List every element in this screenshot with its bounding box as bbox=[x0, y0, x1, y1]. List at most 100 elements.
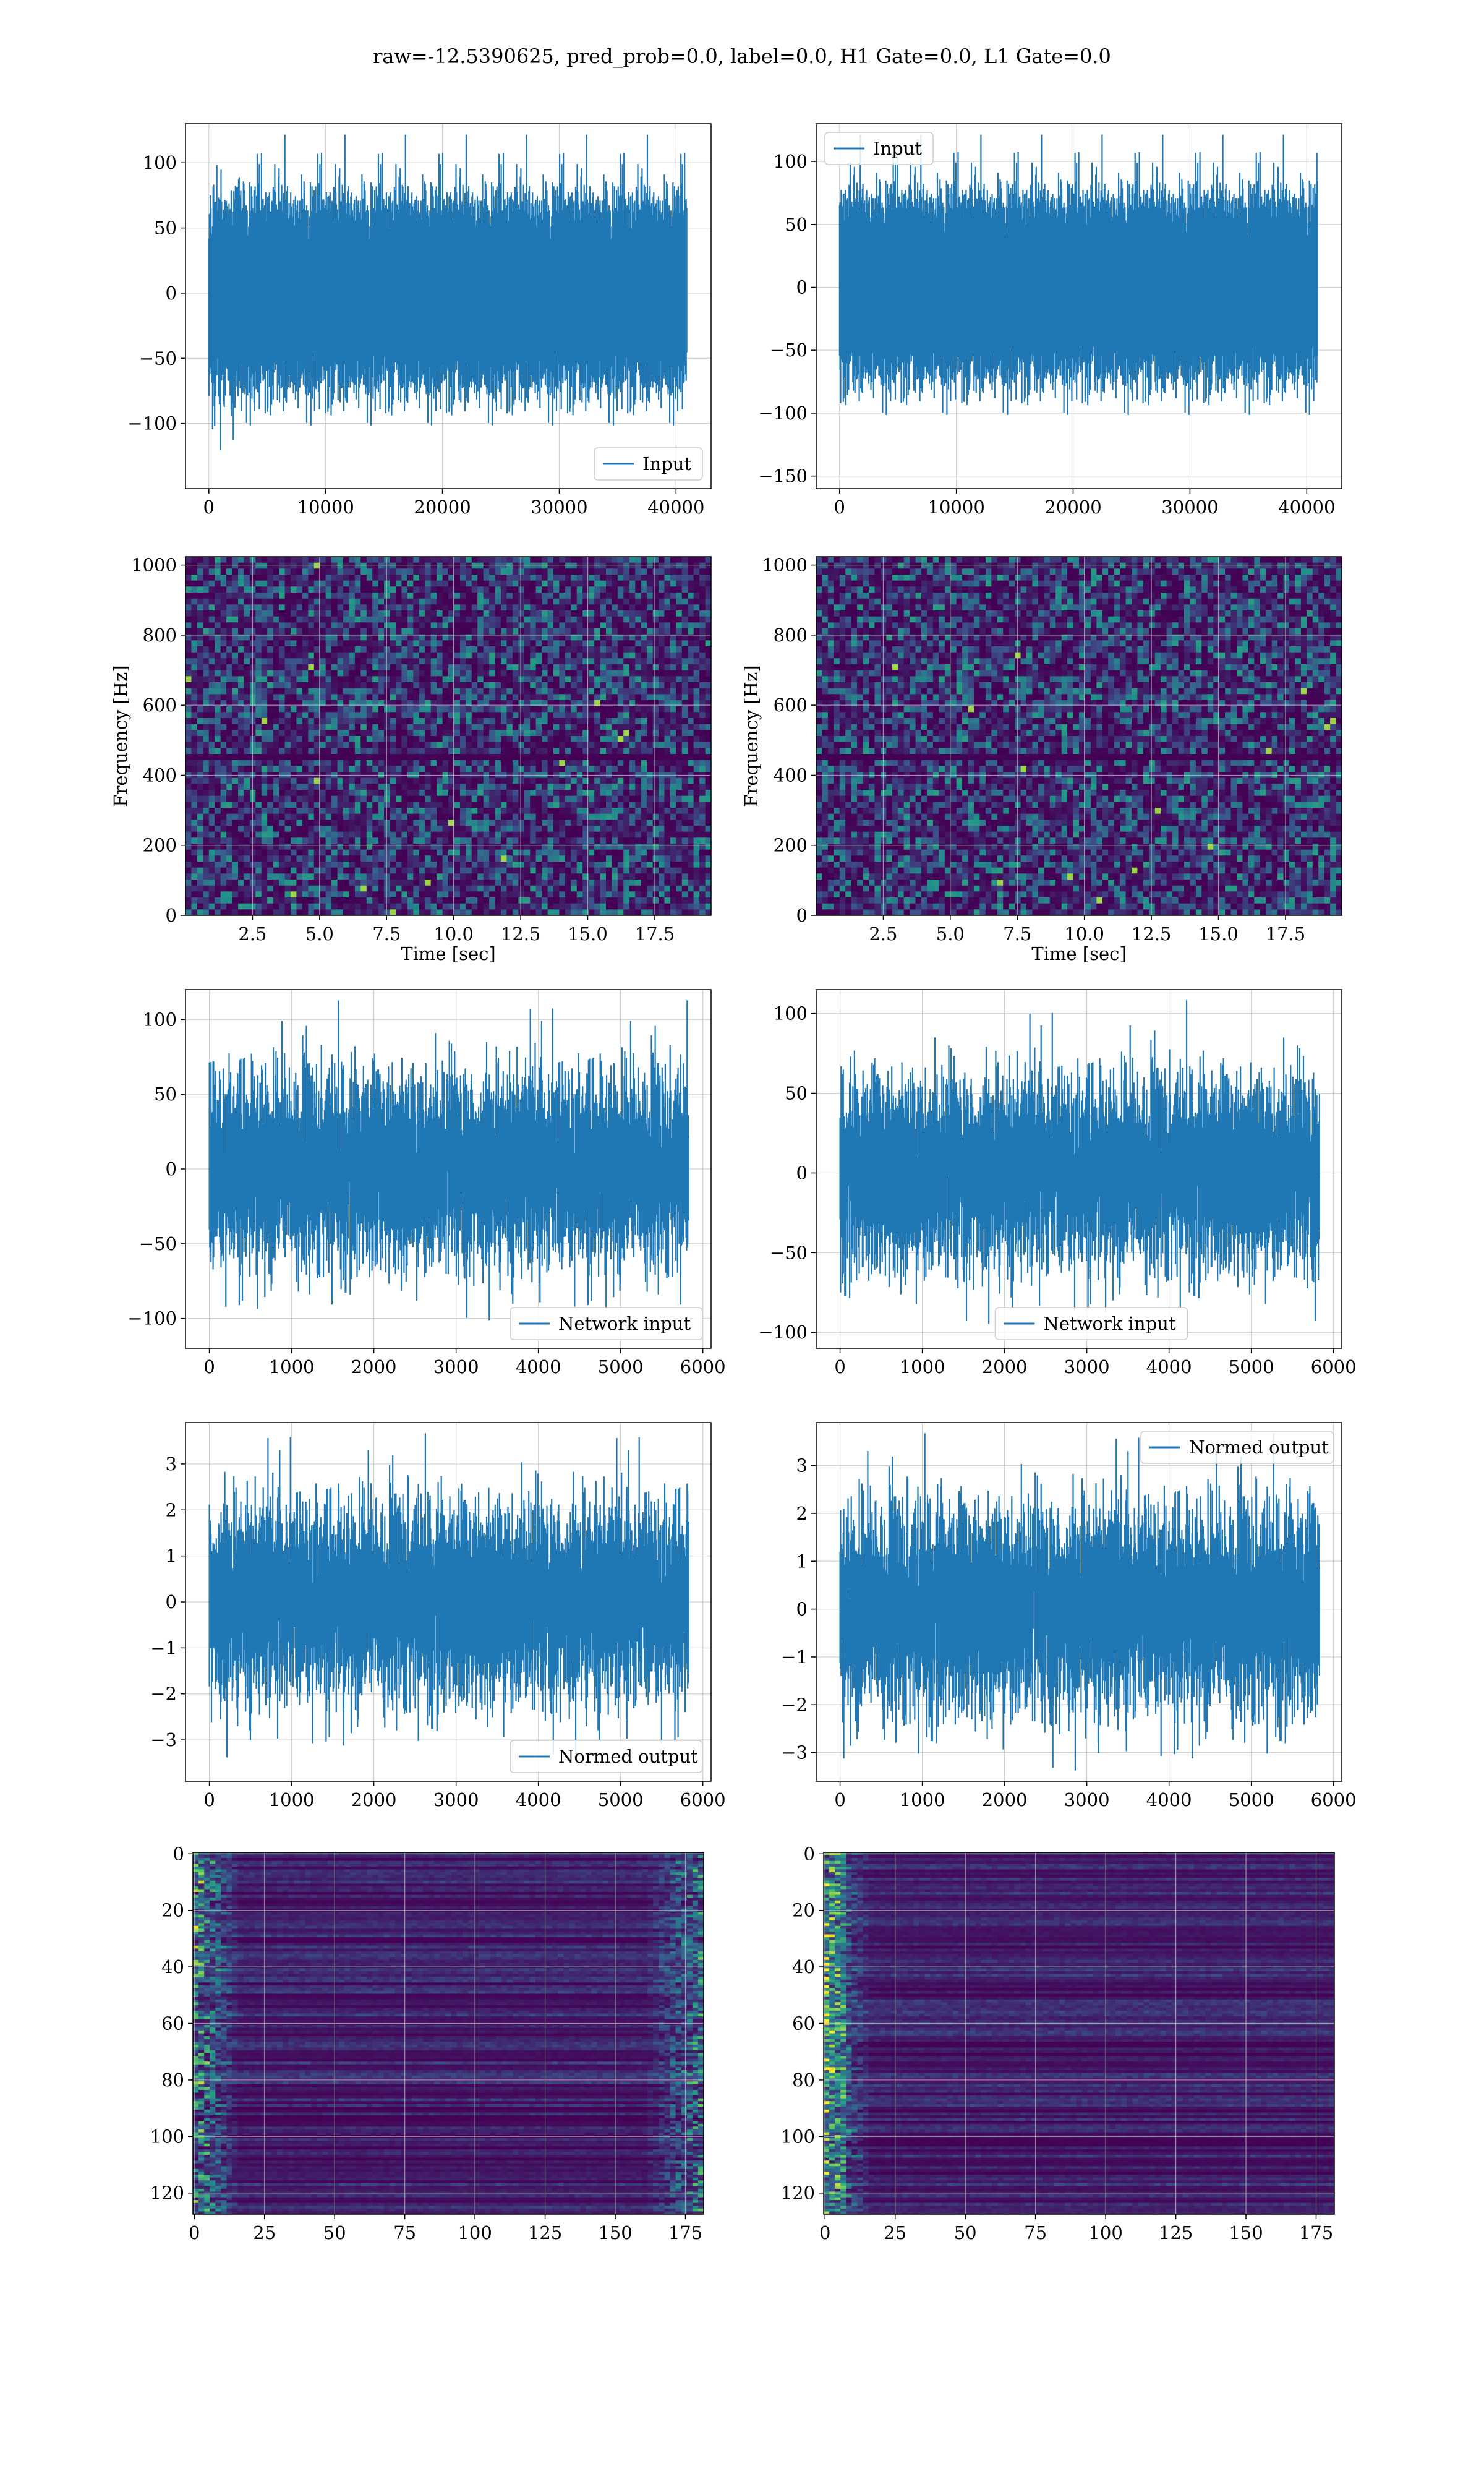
spec-l1-ytick-label-1: 200 bbox=[774, 835, 808, 856]
norm-h1-legend: Normed output bbox=[510, 1740, 703, 1773]
input-l1-ytick-label-0: −150 bbox=[758, 466, 808, 487]
spec-h1-xtick-label-1: 5.0 bbox=[305, 923, 334, 944]
spec-l1-xtick-label-2: 7.5 bbox=[1003, 923, 1031, 944]
spec-h1-ytick-label-1: 200 bbox=[143, 835, 177, 856]
input-h1-frame bbox=[185, 123, 712, 489]
feat-l1-xtick-label-2: 50 bbox=[954, 2222, 977, 2243]
spec-h1-xtick-label-6: 17.5 bbox=[635, 923, 675, 944]
spec-h1-ytick-label-0: 0 bbox=[166, 905, 177, 926]
norm-h1-ytick-label-6: 3 bbox=[166, 1453, 177, 1475]
spec-l1-image bbox=[816, 557, 1342, 915]
spec-h1-xtick-label-4: 12.5 bbox=[501, 923, 541, 944]
feat-l1-ytick-label-6: 120 bbox=[781, 2183, 815, 2204]
norm-h1-ytick-label-3: 0 bbox=[166, 1591, 177, 1612]
spec-l1-ylabel: Frequency [Hz] bbox=[741, 665, 762, 807]
feat-h1-xtick-label-0: 0 bbox=[189, 2222, 200, 2243]
spec-h1-xlabel: Time [sec] bbox=[401, 943, 495, 964]
feat-h1-xtick-label-1: 25 bbox=[253, 2222, 276, 2243]
input-h1-ytick-label-4: 100 bbox=[143, 152, 177, 173]
net-l1-xtick-label-4: 4000 bbox=[1146, 1356, 1192, 1377]
net-l1-xtick-label-3: 3000 bbox=[1064, 1356, 1110, 1377]
feat-l1-ytick-label-3: 60 bbox=[792, 2013, 815, 2034]
net-l1-legend: Network input bbox=[994, 1307, 1188, 1340]
input-l1-xtick-label-4: 40000 bbox=[1278, 497, 1335, 518]
input-l1-ytick-label-2: −50 bbox=[770, 340, 808, 361]
norm-h1-xtick-label-4: 4000 bbox=[516, 1789, 561, 1810]
net-h1-ytick-label-0: −100 bbox=[127, 1308, 177, 1329]
spec-h1-ylabel: Frequency [Hz] bbox=[110, 665, 131, 807]
input-l1-ytick-label-4: 50 bbox=[785, 214, 808, 235]
input-h1-xtick-label-3: 30000 bbox=[531, 497, 587, 518]
feat-l1-ytick-label-2: 40 bbox=[792, 1956, 815, 1977]
net-l1-ytick-label-4: 100 bbox=[774, 1003, 808, 1024]
norm-l1-ytick-label-2: −1 bbox=[781, 1646, 808, 1667]
net-l1-xtick-label-1: 1000 bbox=[900, 1356, 945, 1377]
net-l1-ytick-label-2: 0 bbox=[796, 1162, 808, 1183]
net-l1-frame bbox=[816, 989, 1342, 1349]
net-l1-legend-box bbox=[994, 1307, 1188, 1340]
feat-h1-xtick-label-2: 50 bbox=[323, 2222, 346, 2243]
chart-norm-l1: 0 1000 2000 3000 4000 5000 6000 −3 −2 −1 0 1 2 3 Norme… bbox=[781, 1422, 1357, 1810]
net-h1-legend: Network input bbox=[510, 1307, 703, 1340]
norm-l1-xtick-label-6: 6000 bbox=[1311, 1789, 1357, 1810]
input-h1-ytick-label-3: 50 bbox=[154, 218, 177, 239]
net-h1-legend-label: Network input bbox=[558, 1313, 691, 1334]
norm-h1-xtick-label-0: 0 bbox=[203, 1789, 215, 1810]
spec-l1-xtick-label-5: 15.0 bbox=[1198, 923, 1239, 944]
chart-feat-h1: 0 25 50 75 100 125 150 175 0 20 40 60 80 100 120 bbox=[150, 1843, 704, 2243]
input-h1-ytick-label-1: −50 bbox=[139, 348, 177, 369]
chart-input-l1: 0 10000 20000 30000 40000 −150 −100 −50 0 50 100 In… bbox=[758, 123, 1342, 518]
chart-spec-h1: 2.5 5.0 7.5 10.0 12.5 15.0 17.5 0 200 400 600 800 10… bbox=[110, 555, 712, 964]
input-l1-legend-box bbox=[824, 132, 934, 165]
net-h1-xtick-label-3: 3000 bbox=[433, 1356, 479, 1377]
feat-l1-xtick-label-3: 75 bbox=[1024, 2222, 1047, 2243]
net-l1-xtick-label-2: 2000 bbox=[982, 1356, 1028, 1377]
input-h1-xtick-label-4: 40000 bbox=[647, 497, 704, 518]
chart-input-h1: 0 10000 20000 30000 40000 −100 −50 0 50 100 Input bbox=[127, 123, 712, 518]
feat-h1-frame bbox=[192, 1852, 704, 2215]
feat-l1-frame bbox=[823, 1852, 1335, 2215]
norm-h1-ytick-label-1: −2 bbox=[150, 1684, 177, 1705]
feat-l1-xtick-label-7: 175 bbox=[1299, 2222, 1333, 2243]
input-l1-legend-label: Input bbox=[873, 138, 922, 159]
feat-h1-ytick-label-4: 80 bbox=[161, 2070, 184, 2091]
input-h1-ytick-label-0: −100 bbox=[127, 413, 177, 434]
feat-l1-ytick-label-5: 100 bbox=[781, 2126, 815, 2147]
spec-l1-ytick-label-3: 600 bbox=[774, 695, 808, 716]
input-l1-ytick-label-3: 0 bbox=[796, 276, 808, 297]
feat-l1-xtick-label-1: 25 bbox=[884, 2222, 906, 2243]
net-h1-series-line bbox=[208, 1000, 689, 1321]
spec-h1-ytick-label-2: 400 bbox=[143, 764, 177, 785]
feat-l1-xtick-label-4: 100 bbox=[1088, 2222, 1122, 2243]
net-h1-legend-box bbox=[510, 1307, 703, 1340]
spec-l1-ytick-label-5: 1000 bbox=[762, 555, 808, 576]
input-l1-xtick-label-1: 10000 bbox=[928, 497, 985, 518]
spec-l1-ytick-label-4: 800 bbox=[774, 625, 808, 646]
input-h1-series-line bbox=[208, 134, 688, 451]
spec-h1-ytick-label-5: 1000 bbox=[131, 555, 177, 576]
feat-h1-ytick-label-0: 0 bbox=[173, 1843, 184, 1864]
norm-l1-xtick-label-4: 4000 bbox=[1146, 1789, 1192, 1810]
feat-l1-image bbox=[824, 1852, 1334, 2214]
feat-h1-ytick-label-6: 120 bbox=[150, 2183, 184, 2204]
panels: 0 10000 20000 30000 40000−100−50050100Input0… bbox=[110, 123, 1357, 2243]
feat-l1-xtick-label-6: 150 bbox=[1229, 2222, 1263, 2243]
norm-h1-ytick-label-5: 2 bbox=[166, 1499, 177, 1520]
norm-l1-legend: Normed output bbox=[1140, 1431, 1334, 1464]
feat-l1-ytick-label-1: 20 bbox=[792, 1900, 815, 1921]
feat-h1-ytick-label-1: 20 bbox=[161, 1900, 184, 1921]
input-l1-series-line bbox=[838, 134, 1318, 415]
feat-h1-xtick-label-4: 100 bbox=[458, 2222, 492, 2243]
spec-h1-xtick-label-5: 15.0 bbox=[568, 923, 608, 944]
norm-l1-ytick-label-4: 1 bbox=[796, 1551, 808, 1572]
norm-h1-ytick-label-4: 1 bbox=[166, 1546, 177, 1567]
norm-l1-xtick-label-5: 5000 bbox=[1229, 1789, 1274, 1810]
chart-feat-l1: 0 25 50 75 100 125 150 175 0 20 40 60 80 100 120 bbox=[781, 1843, 1335, 2243]
input-h1-legend-box bbox=[594, 447, 703, 481]
spec-l1-xtick-label-6: 17.5 bbox=[1266, 923, 1306, 944]
chart-net-h1: 0 1000 2000 3000 4000 5000 6000 −100 −50 0 50 100 Ne… bbox=[127, 989, 726, 1377]
net-h1-ytick-label-1: −50 bbox=[139, 1233, 177, 1254]
spec-l1-ytick-label-0: 0 bbox=[796, 905, 808, 926]
norm-h1-xtick-label-1: 1000 bbox=[269, 1789, 315, 1810]
figure-suptitle: raw=-12.5390625, pred_prob=0.0, label=0.… bbox=[373, 45, 1111, 68]
